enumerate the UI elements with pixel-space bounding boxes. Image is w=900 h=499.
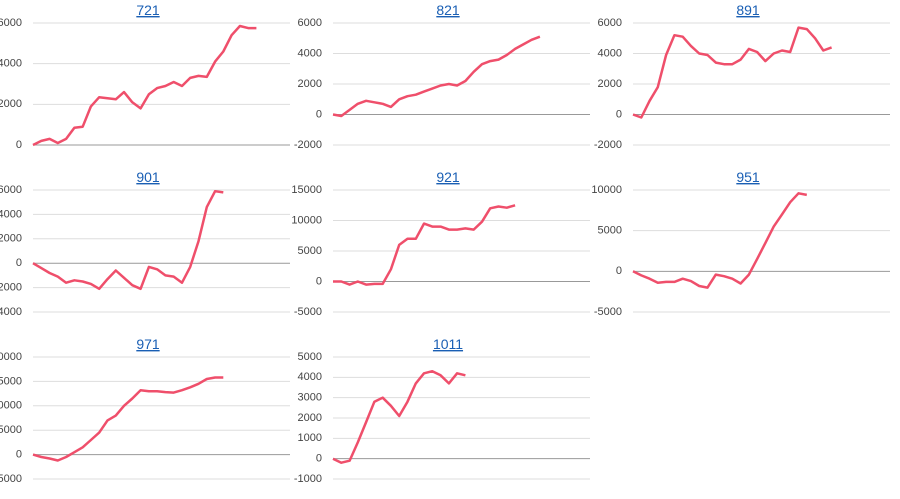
y-tick-label: 3000	[298, 392, 322, 404]
y-tick-label: 4000	[298, 47, 322, 59]
y-tick-label: -1000	[294, 473, 322, 485]
y-tick-label: 4000	[298, 371, 322, 383]
y-tick-label: 5000	[298, 245, 322, 257]
y-tick-label: 4000	[0, 208, 22, 220]
y-tick-label: 2000	[0, 233, 22, 245]
data-line	[632, 26, 833, 119]
y-tick-label: 6000	[0, 17, 22, 29]
data-line	[32, 189, 224, 291]
chart-title[interactable]: 971	[136, 336, 160, 352]
y-tick-label: 4000	[598, 47, 622, 59]
y-tick-label: 0	[16, 257, 22, 269]
y-tick-label: 5000	[0, 424, 22, 436]
y-tick-label: 0	[16, 449, 22, 461]
data-line	[333, 204, 516, 286]
chart-title[interactable]: 951	[736, 169, 760, 185]
y-tick-label: 15000	[291, 184, 322, 196]
y-tick-label: 0	[16, 139, 22, 151]
y-tick-label: -5000	[294, 306, 322, 318]
y-tick-label: 6000	[298, 17, 322, 29]
y-tick-label: -2000	[0, 282, 22, 294]
y-tick-label: 10000	[0, 400, 22, 412]
data-line	[32, 376, 224, 462]
data-line	[332, 35, 541, 118]
chart-title[interactable]: 901	[136, 169, 160, 185]
y-tick-label: 5000	[598, 225, 622, 237]
y-tick-label: 6000	[598, 17, 622, 29]
y-tick-label: -5000	[594, 306, 622, 318]
y-tick-label: 2000	[298, 412, 322, 424]
y-tick-label: 1000	[298, 432, 322, 444]
chart-title[interactable]: 921	[436, 169, 460, 185]
data-line	[632, 192, 808, 289]
y-tick-label: 15000	[0, 375, 22, 387]
y-tick-label: 10000	[591, 184, 622, 196]
y-tick-label: 10000	[291, 214, 322, 226]
y-tick-label: 0	[616, 265, 622, 277]
chart-title[interactable]: 1011	[433, 336, 463, 352]
chart-title[interactable]: 821	[436, 2, 460, 18]
chart-title[interactable]: 891	[736, 2, 760, 18]
y-tick-label: -4000	[0, 306, 22, 318]
y-tick-label: 0	[316, 275, 322, 287]
y-tick-label: 0	[316, 108, 322, 120]
y-tick-label: -2000	[294, 139, 322, 151]
y-tick-label: 0	[316, 453, 322, 465]
y-tick-label: -5000	[0, 473, 22, 485]
y-tick-label: 2000	[0, 98, 22, 110]
chart-title[interactable]: 721	[136, 2, 160, 18]
data-line	[32, 24, 257, 147]
data-line	[332, 369, 466, 464]
y-tick-label: 2000	[598, 78, 622, 90]
y-tick-label: 4000	[0, 58, 22, 70]
y-tick-label: 0	[616, 108, 622, 120]
y-tick-label: -2000	[594, 139, 622, 151]
y-tick-label: 5000	[298, 351, 322, 363]
y-tick-label: 6000	[0, 184, 22, 196]
y-tick-label: 2000	[298, 78, 322, 90]
